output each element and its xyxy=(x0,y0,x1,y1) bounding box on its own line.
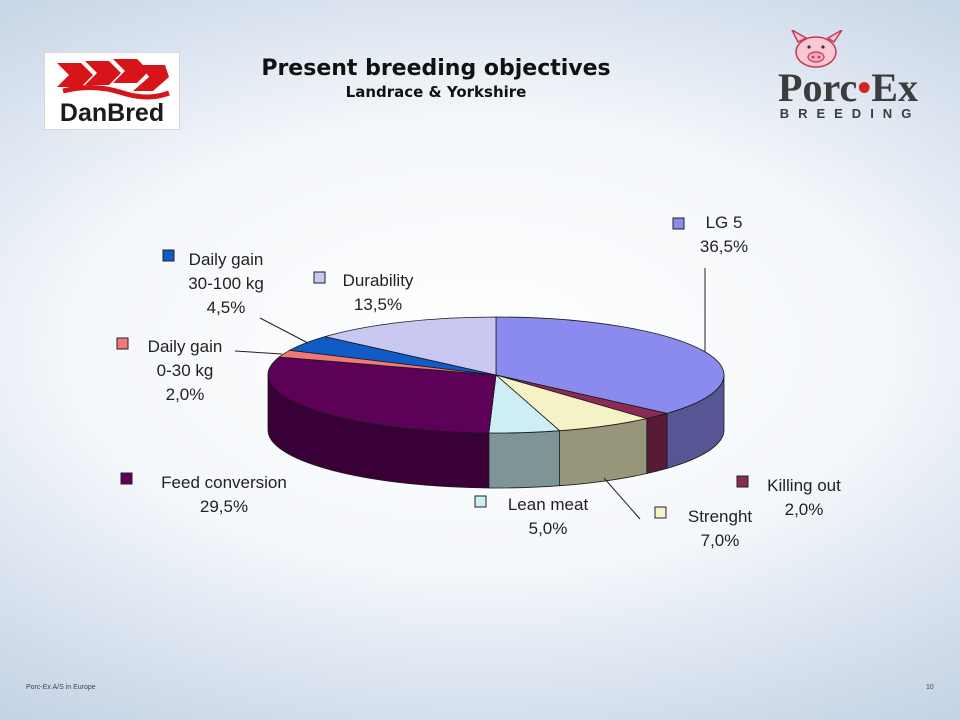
data-label-lean-meat-line-0: Lean meat xyxy=(508,495,589,514)
leader-line-strenght xyxy=(603,477,641,520)
data-label-daily-gain-30-100-kg-line-2: 4,5% xyxy=(207,298,246,317)
legend-key-feed-conversion xyxy=(120,472,133,485)
danbred-flag-icon xyxy=(57,59,170,100)
legend-key-durability xyxy=(313,271,326,284)
page-subtitle: Landrace & Yorkshire xyxy=(345,83,527,101)
pie-slice-lg-5 xyxy=(495,316,725,414)
legend-key-lean-meat xyxy=(474,495,487,508)
danbred-logo: DanBred xyxy=(44,52,180,130)
pie-side-layer xyxy=(267,374,725,489)
data-label-killing-out-line-0: Killing out xyxy=(767,476,841,495)
data-label-lean-meat-line-1: 5,0% xyxy=(529,519,568,538)
data-label-killing-out-line-1: 2,0% xyxy=(785,500,824,519)
leader-line-daily-gain-30-100-kg xyxy=(259,317,309,344)
pie-top-layer xyxy=(267,316,725,434)
data-label-daily-gain-30-100-kg-line-0: Daily gain xyxy=(189,250,264,269)
legend-key-killing-out xyxy=(736,475,749,488)
leader-line-daily-gain-0-30-kg xyxy=(234,350,283,355)
porcex-tagline: BREEDING xyxy=(779,106,921,121)
footer-company: Porc-Ex A/S in Europe xyxy=(26,684,96,691)
data-label-feed-conversion-line-1: 29,5% xyxy=(200,497,248,516)
data-label-feed-conversion-line-0: Feed conversion xyxy=(161,473,287,492)
pie-slice-durability xyxy=(324,316,497,376)
pie-slice-feed-conversion xyxy=(267,356,497,434)
title-block: Present breeding objectives Landrace & Y… xyxy=(236,56,636,101)
porcex-logo: Porc•Ex BREEDING xyxy=(756,30,940,121)
danbred-wordmark: DanBred xyxy=(59,99,165,127)
data-label-strenght-line-0: Strenght xyxy=(688,507,753,526)
data-label-daily-gain-0-30-kg-line-1: 0-30 kg xyxy=(157,361,214,380)
data-labels: LG 5 36,5% Killing out 2,0% Strenght 7,0% Lean… xyxy=(116,213,841,550)
data-label-daily-gain-0-30-kg-line-0: Daily gain xyxy=(148,337,223,356)
data-label-durability-line-1: 13,5% xyxy=(354,295,402,314)
pie-side-killing-out xyxy=(646,412,668,475)
data-label-strenght-line-1: 7,0% xyxy=(701,531,740,550)
data-label-lg-5-line-1: 36,5% xyxy=(700,237,748,256)
porcex-wordmark: Porc•Ex xyxy=(778,65,918,110)
data-label-durability-line-0: Durability xyxy=(343,271,414,290)
pie-side-lean-meat xyxy=(488,430,561,489)
page-number: 10 xyxy=(926,684,934,691)
data-label-lg-5-line-0: LG 5 xyxy=(706,213,743,232)
pig-head-icon xyxy=(791,30,843,68)
legend-key-lg-5 xyxy=(672,217,685,230)
data-label-daily-gain-0-30-kg-line-2: 2,0% xyxy=(166,385,205,404)
data-label-daily-gain-30-100-kg-line-1: 30-100 kg xyxy=(188,274,264,293)
legend-key-strenght xyxy=(654,506,667,519)
legend-key-daily-gain-0-30-kg xyxy=(116,337,129,350)
page-title: Present breeding objectives xyxy=(261,56,611,81)
legend-key-daily-gain-30-100-kg xyxy=(162,249,175,262)
